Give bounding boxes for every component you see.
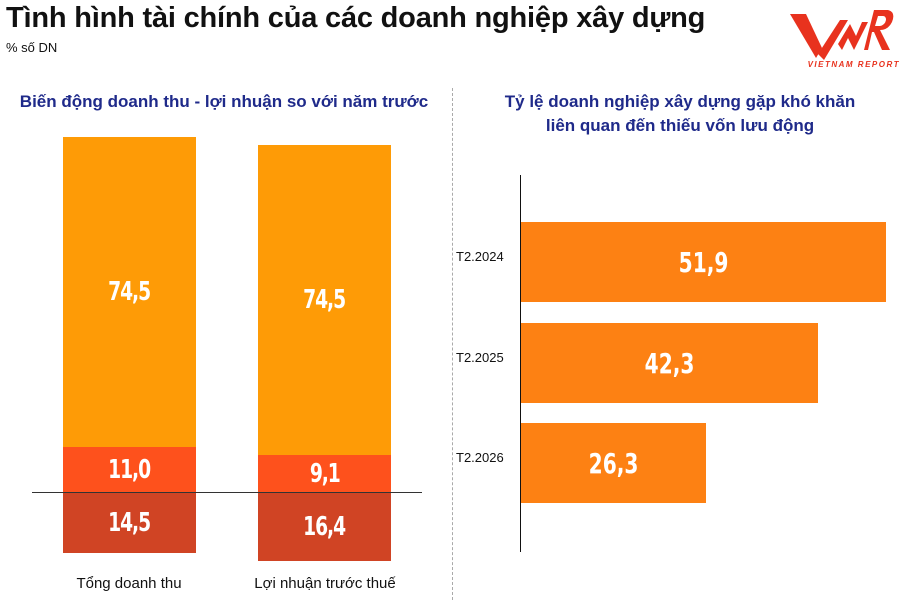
- bar-revenue-unchanged: 11,0: [63, 447, 196, 492]
- unit-label: % số DN: [6, 40, 58, 55]
- panel-divider: [452, 88, 453, 600]
- right-chart-subtitle-line2: liên quan đến thiếu vốn lưu động: [545, 116, 815, 135]
- y-label-2024: T2.2024: [456, 249, 504, 264]
- hbar-2026: 26,3: [521, 423, 706, 503]
- bar-revenue-increase: 74,5: [63, 137, 196, 447]
- x-label-profit: Lợi nhuận trước thuế: [254, 575, 396, 592]
- right-chart-subtitle-line1: Tỷ lệ doanh nghiệp xây dựng gặp khó khăn: [504, 92, 856, 111]
- page-title: Tình hình tài chính của các doanh nghiệp…: [6, 2, 706, 34]
- bar-profit-unchanged: 9,1: [258, 455, 391, 492]
- y-label-2025: T2.2025: [456, 350, 504, 365]
- x-label-revenue: Tổng doanh thu: [76, 575, 182, 592]
- hbar-2025: 42,3: [521, 323, 818, 403]
- vnr-logo-icon: [790, 10, 894, 60]
- bar-revenue-decrease: 14,5: [63, 492, 196, 553]
- zero-baseline: [32, 492, 422, 493]
- bar-profit-increase: 74,5: [258, 145, 391, 455]
- y-label-2026: T2.2026: [456, 450, 504, 465]
- logo-text: VIETNAM REPORT: [807, 60, 900, 69]
- bar-profit-decrease: 16,4: [258, 492, 391, 561]
- y-axis: [520, 175, 521, 552]
- left-chart-subtitle: Biến động doanh thu - lợi nhuận so với n…: [19, 92, 429, 111]
- hbar-2024: 51,9: [521, 222, 886, 302]
